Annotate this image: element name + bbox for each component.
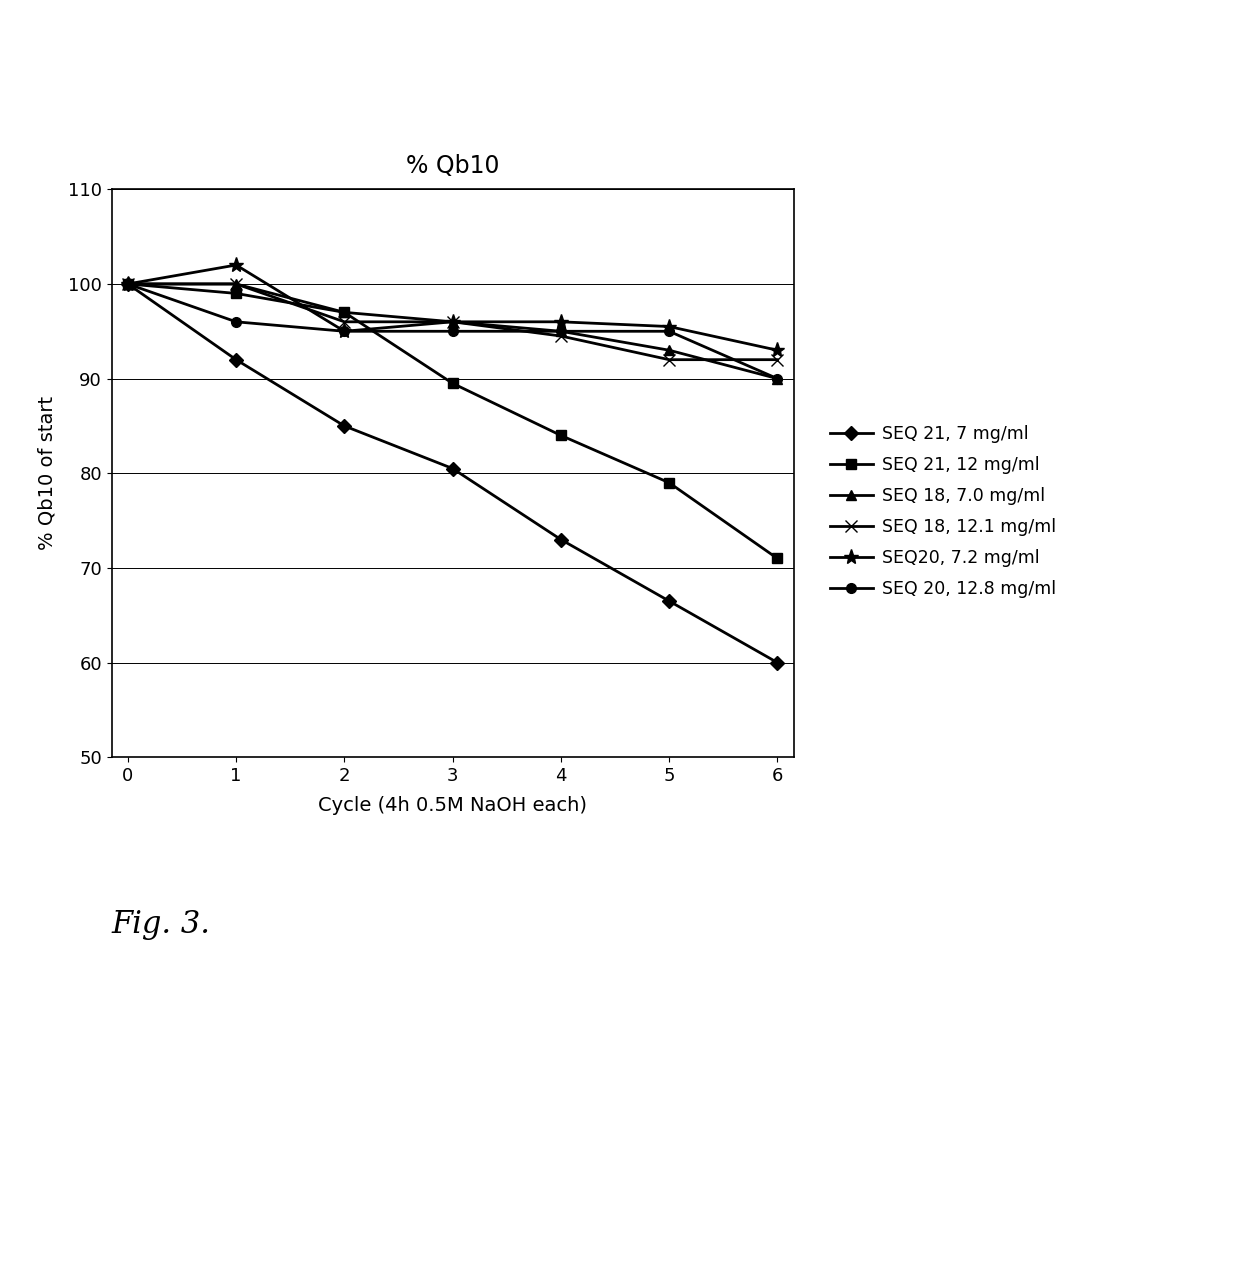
SEQ 21, 12 mg/ml [445,376,460,391]
SEQ 20, 12.8 mg/ml [445,323,460,338]
SEQ 21, 7 mg/ml [662,593,677,608]
Legend: SEQ 21, 7 mg/ml, SEQ 21, 12 mg/ml, SEQ 18, 7.0 mg/ml, SEQ 18, 12.1 mg/ml, SEQ20,: SEQ 21, 7 mg/ml, SEQ 21, 12 mg/ml, SEQ 1… [830,425,1055,598]
SEQ 21, 7 mg/ml [120,276,135,292]
SEQ 18, 7.0 mg/ml [770,371,785,386]
SEQ 21, 7 mg/ml [445,461,460,476]
SEQ 21, 7 mg/ml [770,655,785,670]
SEQ 20, 12.8 mg/ml [553,323,568,338]
Line: SEQ20, 7.2 mg/ml: SEQ20, 7.2 mg/ml [120,257,785,358]
SEQ 21, 12 mg/ml [770,550,785,565]
SEQ 18, 7.0 mg/ml [120,276,135,292]
Title: % Qb10: % Qb10 [405,154,500,178]
SEQ 20, 12.8 mg/ml [662,323,677,338]
Line: SEQ 20, 12.8 mg/ml: SEQ 20, 12.8 mg/ml [123,279,782,384]
SEQ 18, 7.0 mg/ml [228,276,243,292]
SEQ 20, 12.8 mg/ml [120,276,135,292]
SEQ 18, 12.1 mg/ml [120,276,135,292]
SEQ20, 7.2 mg/ml [445,314,460,329]
Y-axis label: % Qb10 of start: % Qb10 of start [37,396,57,550]
SEQ20, 7.2 mg/ml [337,323,352,338]
SEQ 21, 12 mg/ml [228,285,243,300]
SEQ20, 7.2 mg/ml [120,276,135,292]
SEQ 20, 12.8 mg/ml [770,371,785,386]
Line: SEQ 21, 12 mg/ml: SEQ 21, 12 mg/ml [123,279,782,563]
SEQ 18, 7.0 mg/ml [445,314,460,329]
SEQ 21, 12 mg/ml [662,475,677,490]
SEQ 21, 7 mg/ml [228,352,243,367]
SEQ 20, 12.8 mg/ml [228,314,243,329]
SEQ 18, 7.0 mg/ml [662,342,677,358]
SEQ 18, 12.1 mg/ml [770,352,785,367]
SEQ 18, 12.1 mg/ml [337,314,352,329]
X-axis label: Cycle (4h 0.5M NaOH each): Cycle (4h 0.5M NaOH each) [319,796,587,815]
SEQ 18, 7.0 mg/ml [337,304,352,319]
Line: SEQ 21, 7 mg/ml: SEQ 21, 7 mg/ml [123,279,782,668]
SEQ 21, 7 mg/ml [337,418,352,433]
SEQ 18, 12.1 mg/ml [553,328,568,343]
Text: Fig. 3.: Fig. 3. [112,909,211,940]
SEQ20, 7.2 mg/ml [770,342,785,358]
SEQ 20, 12.8 mg/ml [337,323,352,338]
SEQ20, 7.2 mg/ml [228,257,243,273]
SEQ 18, 12.1 mg/ml [662,352,677,367]
SEQ 21, 12 mg/ml [553,428,568,443]
Line: SEQ 18, 7.0 mg/ml: SEQ 18, 7.0 mg/ml [123,279,782,384]
SEQ20, 7.2 mg/ml [662,319,677,334]
Line: SEQ 18, 12.1 mg/ml: SEQ 18, 12.1 mg/ml [122,278,784,366]
SEQ 18, 12.1 mg/ml [228,276,243,292]
SEQ 21, 7 mg/ml [553,531,568,546]
SEQ 18, 7.0 mg/ml [553,323,568,338]
SEQ 21, 12 mg/ml [120,276,135,292]
SEQ 18, 12.1 mg/ml [445,314,460,329]
SEQ 21, 12 mg/ml [337,304,352,319]
SEQ20, 7.2 mg/ml [553,314,568,329]
